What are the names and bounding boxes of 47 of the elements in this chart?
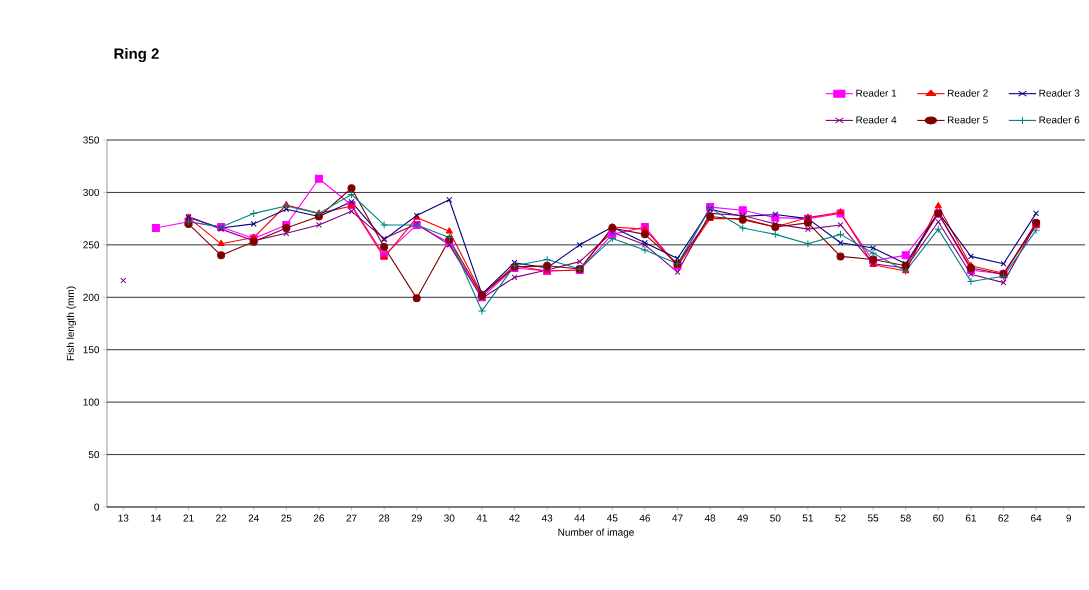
x-tick-label: 28: [379, 514, 390, 522]
y-tick-label: 150: [83, 346, 100, 354]
y-tick-label: 250: [83, 241, 100, 249]
x-tick-label: 9: [1066, 514, 1072, 522]
x-tick-label: 48: [704, 514, 716, 522]
x-tick-label: 22: [216, 514, 227, 522]
x-axis-title: Number of image: [558, 528, 634, 538]
legend-label: Reader 2: [947, 89, 988, 97]
x-tick-label: 61: [965, 514, 976, 522]
x-tick-label: 24: [248, 514, 259, 522]
x-tick-label: 45: [606, 514, 618, 522]
x-tick-label: 50: [770, 514, 781, 522]
x-tick-label: 29: [411, 514, 422, 522]
x-tick-label: 58: [900, 514, 911, 522]
x-tick-label: 41: [476, 514, 487, 522]
y-tick-label: 200: [83, 293, 100, 301]
y-axis-title: Fish length (mm): [66, 286, 76, 361]
x-tick-label: 13: [118, 514, 129, 522]
legend-label: Reader 5: [947, 116, 988, 124]
y-tick-label: 50: [88, 451, 100, 459]
y-tick-label: 300: [83, 188, 100, 196]
y-tick-label: 0: [94, 503, 100, 511]
x-tick-label: 43: [541, 514, 553, 522]
x-tick-label: 47: [672, 514, 683, 522]
chart-title: Ring 2: [114, 47, 159, 63]
y-tick-label: 100: [83, 398, 100, 406]
x-tick-label: 14: [151, 514, 162, 522]
x-tick-label: 21: [183, 514, 194, 522]
legend-label: Reader 1: [856, 89, 897, 97]
legend-label: Reader 4: [856, 116, 897, 124]
x-tick-label: 46: [639, 514, 651, 522]
y-tick-label: 350: [83, 136, 100, 144]
x-tick-label: 42: [509, 514, 520, 522]
legend-label: Reader 3: [1039, 89, 1080, 97]
x-tick-label: 51: [802, 514, 813, 522]
x-tick-label: 49: [737, 514, 748, 522]
x-tick-label: 64: [1031, 514, 1042, 522]
x-tick-label: 25: [281, 514, 292, 522]
x-tick-label: 27: [346, 514, 357, 522]
x-tick-label: 60: [933, 514, 944, 522]
x-tick-label: 62: [998, 514, 1009, 522]
legend-label: Reader 6: [1039, 116, 1080, 124]
x-tick-label: 44: [574, 514, 585, 522]
x-tick-label: 55: [867, 514, 879, 522]
x-tick-label: 26: [313, 514, 325, 522]
x-tick-label: 52: [835, 514, 846, 522]
x-tick-label: 30: [444, 514, 455, 522]
